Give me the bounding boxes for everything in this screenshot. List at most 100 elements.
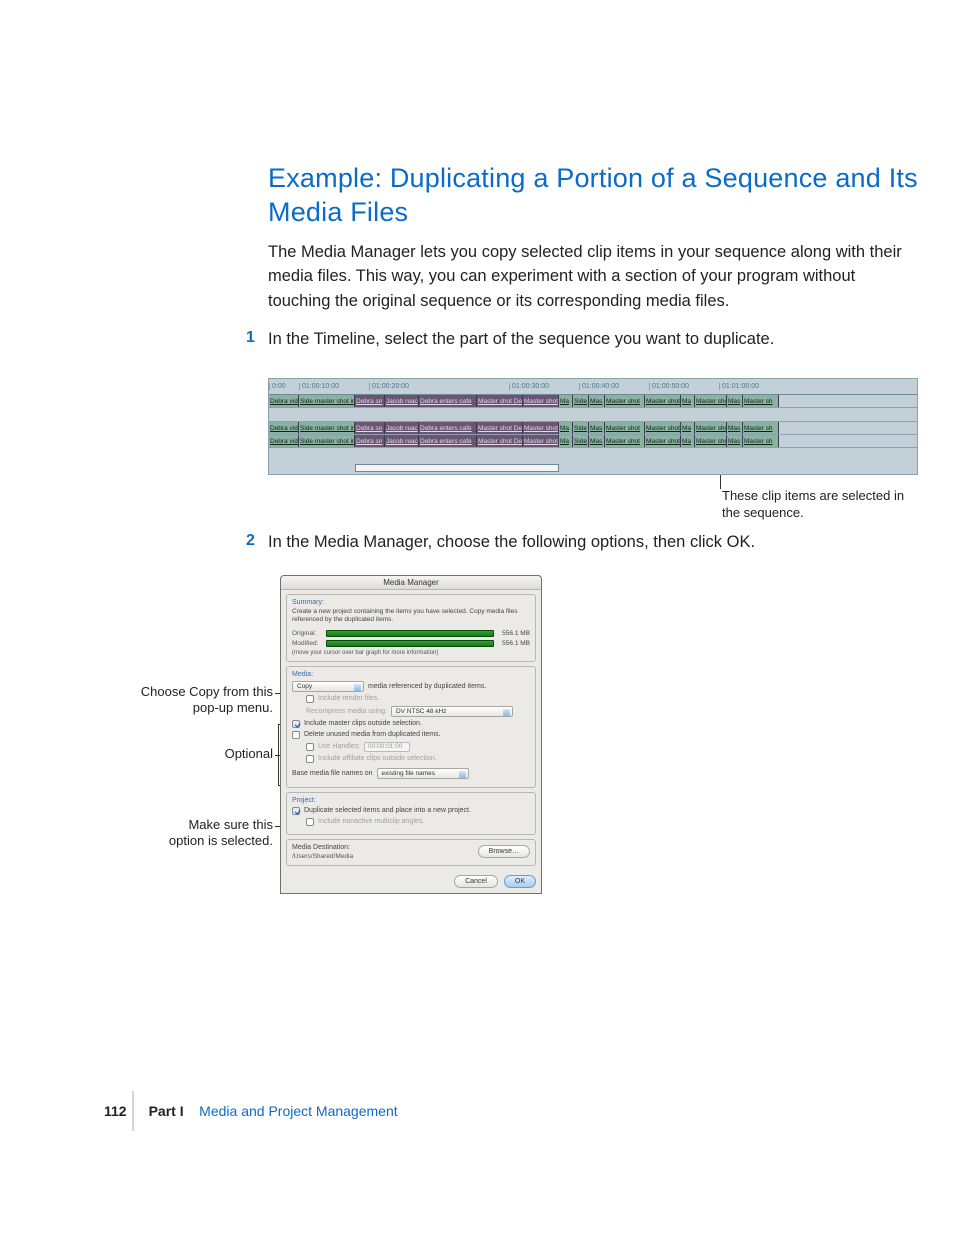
summary-label: Summary: — [292, 599, 530, 606]
clip-item[interactable]: Debra sn — [355, 435, 385, 447]
clip-item[interactable]: Ma — [559, 435, 573, 447]
clip-item[interactable]: Mas — [589, 422, 605, 434]
timeline-gap — [269, 408, 917, 422]
clip-item[interactable]: Debra video — [269, 422, 299, 434]
timeline-track-v1: Debra videoSide master shot inDebra snJa… — [269, 395, 917, 408]
clip-item[interactable]: Master shot Del — [477, 435, 523, 447]
annotation-copy: Choose Copy from this pop-up menu. — [133, 684, 273, 718]
media-manager-dialog: Media Manager Summary: Create a new proj… — [280, 575, 542, 894]
clip-item[interactable]: Mas — [589, 435, 605, 447]
include-render-checkbox[interactable] — [306, 695, 314, 703]
delete-unused-label: Delete unused media from duplicated item… — [304, 731, 441, 738]
caption-text: These clip items are selected in the seq… — [722, 487, 922, 522]
timeline: 0:0001:00:10:0001:00:20:0001:00:30:0001:… — [268, 378, 918, 475]
include-nonactive-label: Include nonactive multiclip angles. — [318, 818, 424, 825]
clip-item[interactable]: Jacob reac — [385, 422, 419, 434]
page-number: 112 — [104, 1103, 127, 1119]
clip-item[interactable]: Mas — [727, 422, 743, 434]
clip-item[interactable]: Master shot 1 — [645, 395, 681, 407]
clip-item[interactable]: Master shot 1 — [523, 422, 559, 434]
clip-item[interactable]: Master shot 1 — [645, 435, 681, 447]
clip-item[interactable]: Master shot — [605, 422, 645, 434]
handles-input[interactable]: 00:00:01:00 — [364, 742, 410, 752]
clip-item[interactable]: Side master shot in — [299, 435, 355, 447]
dialog-footer: Cancel OK — [281, 870, 541, 893]
original-bar-row: Original: 556.1 MB — [292, 630, 530, 637]
project-section: Project: Duplicate selected items and pl… — [286, 792, 536, 835]
ruler-tick: 01:00:40:00 — [579, 383, 649, 390]
clip-item[interactable]: Side — [573, 435, 589, 447]
clip-item[interactable]: Master sh — [743, 435, 779, 447]
include-nonactive-checkbox[interactable] — [306, 818, 314, 826]
ruler-tick: 01:00:50:00 — [649, 383, 719, 390]
clip-item[interactable]: Side master shot in — [299, 395, 355, 407]
clip-item[interactable]: Debra enters cafe — [419, 435, 477, 447]
base-names-select[interactable]: existing file names — [377, 768, 469, 779]
clip-item[interactable]: Debra enters cafe — [419, 395, 477, 407]
clip-item[interactable]: Master sho — [695, 422, 727, 434]
step-number: 1 — [246, 329, 255, 347]
clip-item[interactable]: Side — [573, 395, 589, 407]
browse-button[interactable]: Browse… — [478, 845, 530, 858]
step-text: In the Media Manager, choose the followi… — [268, 533, 755, 551]
clip-item[interactable]: Jacob reac — [385, 395, 419, 407]
timeline-ruler: 0:0001:00:10:0001:00:20:0001:00:30:0001:… — [269, 379, 917, 395]
delete-unused-checkbox[interactable] — [292, 731, 300, 739]
clip-item[interactable]: Master shot 1 — [523, 395, 559, 407]
clip-item[interactable]: Ma — [681, 435, 695, 447]
duplicate-items-checkbox[interactable] — [292, 807, 300, 815]
clip-item[interactable]: Master shot — [605, 395, 645, 407]
ruler-tick: 0:00 — [269, 383, 299, 390]
original-bar — [326, 630, 494, 637]
clip-item[interactable]: Master shot Del — [477, 422, 523, 434]
clip-item[interactable]: Jacob reac — [385, 435, 419, 447]
modified-bar-row: Modified: 556.1 MB — [292, 640, 530, 647]
clip-item[interactable]: Master sho — [695, 395, 727, 407]
use-handles-label: Use Handles: — [318, 743, 360, 750]
media-label: Media: — [292, 671, 530, 678]
clip-item[interactable]: Debra video — [269, 435, 299, 447]
clip-item[interactable]: Master shot 1 — [645, 422, 681, 434]
clip-item[interactable]: Master sh — [743, 395, 779, 407]
annotation-optional: Optional — [213, 746, 273, 763]
ruler-tick: 01:01:00:00 — [719, 383, 789, 390]
recompress-select[interactable]: DV NTSC 48 kHz — [391, 706, 513, 717]
destination-path: /Users/Shared/Media — [292, 853, 353, 860]
include-render-label: Include render files. — [318, 695, 379, 702]
media-section: Media: Copy media referenced by duplicat… — [286, 666, 536, 788]
media-action-select[interactable]: Copy — [292, 681, 364, 692]
clip-item[interactable]: Mas — [589, 395, 605, 407]
use-handles-checkbox[interactable] — [306, 743, 314, 751]
clip-item[interactable]: Master sho — [695, 435, 727, 447]
clip-item[interactable]: Debra video — [269, 395, 299, 407]
clip-item[interactable]: Debra enters cafe — [419, 422, 477, 434]
summary-section: Summary: Create a new project containing… — [286, 594, 536, 662]
selection-range-bar — [355, 464, 559, 472]
cancel-button[interactable]: Cancel — [454, 875, 498, 888]
duplicate-items-label: Duplicate selected items and place into … — [304, 807, 471, 814]
clip-item[interactable]: Ma — [559, 395, 573, 407]
summary-hint: (move your cursor over bar graph for mor… — [292, 650, 530, 656]
include-master-checkbox[interactable] — [292, 720, 300, 728]
media-action-suffix: media referenced by duplicated items. — [368, 683, 486, 690]
clip-item[interactable]: Debra sn — [355, 422, 385, 434]
clip-item[interactable]: Ma — [681, 395, 695, 407]
page-footer: 112 Part I Media and Project Management — [104, 1103, 704, 1119]
modified-bar — [326, 640, 494, 647]
clip-item[interactable]: Debra sn — [355, 395, 385, 407]
clip-item[interactable]: Ma — [681, 422, 695, 434]
clip-item[interactable]: Mas — [727, 395, 743, 407]
clip-item[interactable]: Side master shot in — [299, 422, 355, 434]
clip-item[interactable]: Master sh — [743, 422, 779, 434]
intro-paragraph: The Media Manager lets you copy selected… — [268, 240, 918, 314]
annotation-selected: Make sure this option is selected. — [153, 817, 273, 851]
clip-item[interactable]: Mas — [727, 435, 743, 447]
clip-item[interactable]: Ma — [559, 422, 573, 434]
ok-button[interactable]: OK — [504, 875, 536, 888]
clip-item[interactable]: Side — [573, 422, 589, 434]
ruler-tick: 01:00:30:00 — [509, 383, 579, 390]
include-affiliate-checkbox[interactable] — [306, 755, 314, 763]
clip-item[interactable]: Master shot 1 — [523, 435, 559, 447]
clip-item[interactable]: Master shot Del — [477, 395, 523, 407]
clip-item[interactable]: Master shot — [605, 435, 645, 447]
